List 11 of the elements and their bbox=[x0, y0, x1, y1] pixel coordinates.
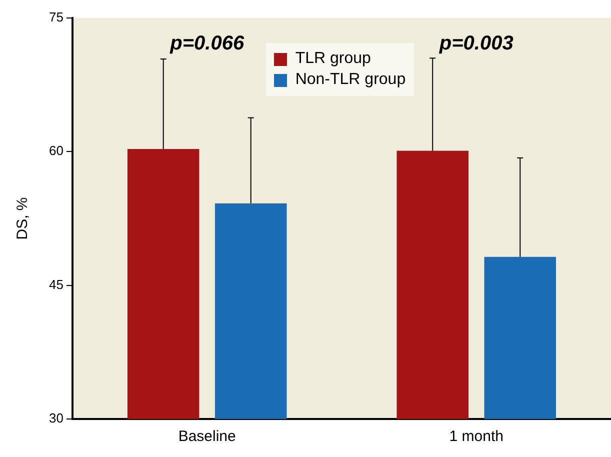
x-tick-label: Baseline bbox=[178, 428, 236, 446]
y-tick-label: 60 bbox=[48, 143, 64, 158]
y-tick-label: 45 bbox=[48, 276, 64, 292]
y-axis-title: DS, % bbox=[14, 197, 32, 240]
annotation: p=0.003 bbox=[438, 32, 514, 55]
annotation: p=0.066 bbox=[169, 32, 245, 55]
legend-label: TLR group bbox=[295, 50, 371, 68]
x-tick-label: 1 month bbox=[449, 428, 504, 446]
y-tick-label: 75 bbox=[48, 10, 64, 25]
y-tick-label: 30 bbox=[48, 410, 64, 426]
legend-label: Non-TLR group bbox=[295, 71, 406, 89]
